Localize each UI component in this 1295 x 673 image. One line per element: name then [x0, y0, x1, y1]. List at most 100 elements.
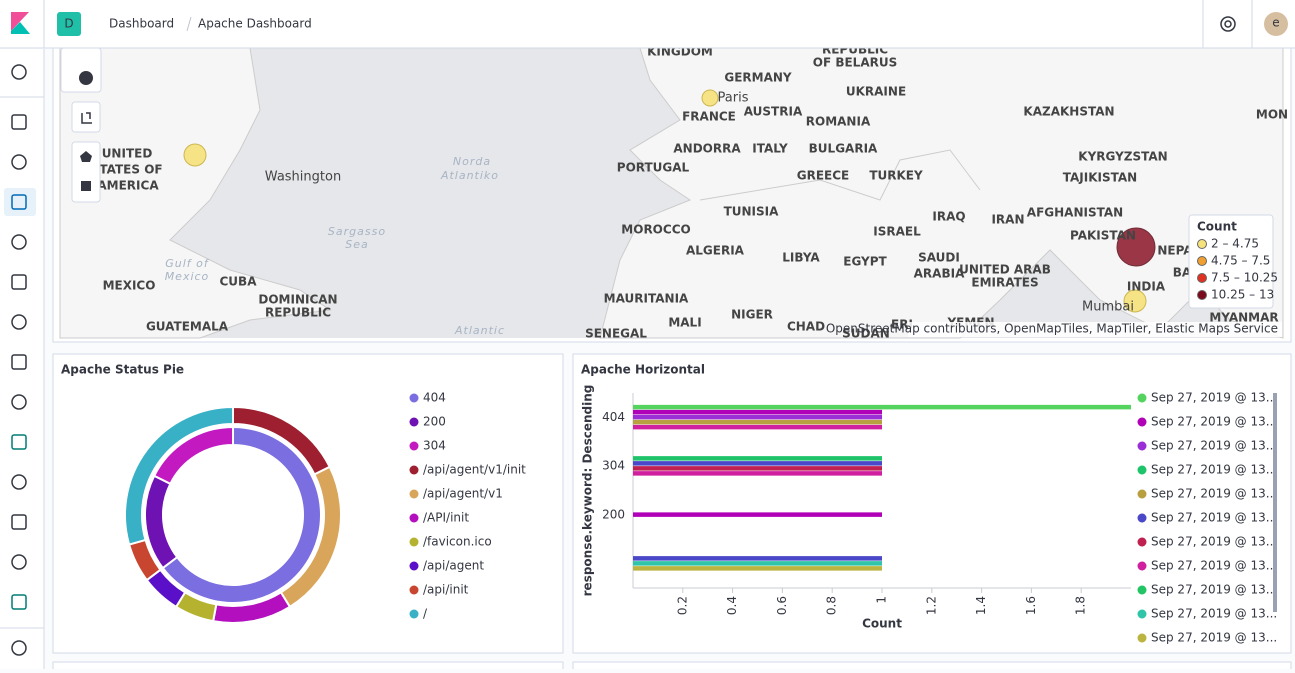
crop-icon[interactable] — [81, 112, 92, 124]
nav-icon[interactable] — [11, 640, 27, 656]
map-label: IRAQ — [932, 210, 965, 224]
pie-slice[interactable] — [152, 425, 234, 486]
map-label: Gulf of — [165, 257, 210, 270]
legend-label[interactable]: / — [423, 607, 428, 621]
zoom-out-icon[interactable] — [79, 71, 93, 85]
legend-label[interactable]: /API/init — [423, 511, 469, 525]
map-label: ITALY — [752, 142, 788, 156]
legend-label[interactable]: Sep 27, 2019 @ 13... — [1151, 463, 1277, 477]
legend-label[interactable]: Sep 27, 2019 @ 13... — [1151, 535, 1277, 549]
polygon-icon[interactable] — [80, 151, 92, 162]
legend-label[interactable]: Sep 27, 2019 @ 13... — [1151, 631, 1277, 645]
logo[interactable] — [11, 12, 29, 31]
legend-label[interactable]: Sep 27, 2019 @ 13... — [1151, 583, 1277, 597]
nav-icon[interactable] — [11, 314, 27, 330]
bar[interactable] — [633, 561, 882, 566]
map-label: NIGER — [731, 308, 773, 322]
space-badge-text[interactable]: D — [64, 17, 73, 31]
bar[interactable] — [633, 409, 882, 415]
pie-slice[interactable] — [124, 405, 234, 546]
nav-icon[interactable] — [11, 554, 27, 570]
legend-swatch — [409, 393, 419, 403]
logo[interactable] — [11, 22, 30, 34]
legend-label[interactable]: Sep 27, 2019 @ 13... — [1151, 607, 1277, 621]
zoom-control[interactable] — [60, 47, 102, 93]
nav-icon[interactable] — [11, 514, 27, 530]
map-label: KAZAKHSTAN — [1023, 105, 1114, 119]
help-icon[interactable] — [1224, 20, 1232, 28]
nav-icon[interactable] — [11, 274, 27, 290]
x-tick-label: 1.6 — [1024, 596, 1038, 615]
map-label: MEXICO — [103, 279, 156, 293]
bar[interactable] — [633, 461, 882, 466]
legend-label[interactable]: 404 — [423, 391, 446, 405]
legend-label[interactable]: /api/init — [423, 583, 469, 597]
legend-label[interactable]: Sep 27, 2019 @ 13... — [1151, 415, 1277, 429]
nav-icon[interactable] — [11, 154, 27, 170]
legend-label[interactable]: /api/agent/v1/init — [423, 463, 526, 477]
nav-icon[interactable] — [11, 234, 27, 250]
fit-control[interactable] — [71, 101, 101, 133]
bar[interactable] — [633, 414, 882, 420]
panel-title: Apache Status Pie — [61, 363, 184, 377]
map-label: PORTUGAL — [617, 161, 690, 175]
bar[interactable] — [633, 512, 882, 517]
legend-label[interactable]: Sep 27, 2019 @ 13... — [1151, 391, 1277, 405]
legend-swatch — [1137, 609, 1147, 619]
attribution: OpenStreetMap contributors, OpenMapTiles… — [826, 322, 1278, 336]
legend-swatch — [1137, 585, 1147, 595]
legend-label[interactable]: Sep 27, 2019 @ 13... — [1151, 487, 1277, 501]
legend-label[interactable]: /api/agent/v1 — [423, 487, 503, 501]
nav-icon[interactable] — [11, 114, 27, 130]
legend-label[interactable]: 200 — [423, 415, 446, 429]
bar[interactable] — [633, 566, 882, 571]
land — [599, 47, 1284, 339]
map-label: BA — [1173, 266, 1192, 280]
border — [699, 149, 981, 201]
bubble — [183, 143, 207, 167]
nav-icon[interactable] — [11, 434, 27, 450]
active-nav — [4, 188, 36, 216]
nav-icon[interactable] — [11, 474, 27, 490]
pie-slice[interactable] — [161, 425, 322, 604]
nav-icon[interactable] — [11, 594, 27, 610]
legend-label[interactable]: /api/agent — [423, 559, 484, 573]
legend-label[interactable]: Sep 27, 2019 @ 13... — [1151, 559, 1277, 573]
map-label: MALI — [668, 316, 701, 330]
map-label: Mexico — [165, 270, 210, 283]
nav-icon[interactable] — [11, 64, 27, 80]
bar[interactable] — [633, 471, 882, 476]
bar[interactable] — [633, 404, 1131, 410]
rect-icon[interactable] — [81, 181, 91, 191]
bubble — [1116, 227, 1156, 267]
bar[interactable] — [633, 556, 882, 561]
avatar-text[interactable]: e — [1272, 16, 1279, 30]
map-label: KYRGYZSTAN — [1078, 150, 1167, 164]
map-label: UKRAINE — [846, 85, 906, 99]
bar[interactable] — [633, 419, 882, 425]
map-label: SAUDI — [918, 251, 960, 265]
legend-label[interactable]: Sep 27, 2019 @ 13... — [1151, 439, 1277, 453]
avatar[interactable] — [1264, 12, 1288, 36]
help-icon[interactable] — [1220, 16, 1236, 32]
map-label: MAURITANIA — [604, 292, 689, 306]
x-tick-label: 0.2 — [675, 596, 689, 615]
legend-label[interactable]: /favicon.ico — [423, 535, 492, 549]
map-label: EMIRATES — [971, 276, 1038, 290]
nav-icon[interactable] — [11, 394, 27, 410]
map-label: MON — [1256, 108, 1288, 122]
legend-swatch — [409, 489, 419, 499]
y-tick-label: 404 — [602, 410, 625, 424]
bar[interactable] — [633, 424, 882, 430]
bar[interactable] — [633, 456, 882, 461]
map-label: AUSTRIA — [744, 105, 803, 119]
nav-icon[interactable] — [11, 194, 27, 210]
draw-control[interactable] — [71, 141, 101, 203]
nav-icon[interactable] — [11, 354, 27, 370]
legend-label[interactable]: Sep 27, 2019 @ 13... — [1151, 511, 1277, 525]
space-badge[interactable] — [57, 12, 81, 36]
legend-swatch — [1137, 513, 1147, 523]
legend-label[interactable]: 304 — [423, 439, 446, 453]
breadcrumb[interactable]: Dashboard — [109, 17, 174, 31]
bar[interactable] — [633, 466, 882, 471]
